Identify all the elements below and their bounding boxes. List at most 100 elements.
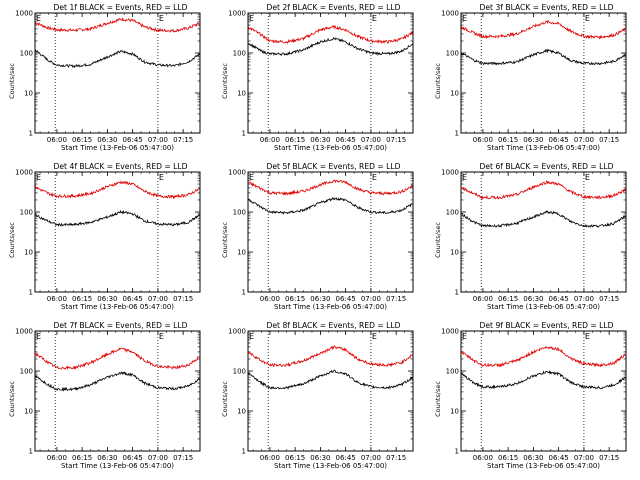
y-axis-label: Counts/sec bbox=[8, 222, 16, 258]
x-tick-label: 06:45 bbox=[549, 454, 569, 462]
x-tick-label: 06:15 bbox=[498, 295, 518, 303]
y-tick-label: 100 bbox=[446, 209, 459, 217]
series-events-line bbox=[248, 36, 413, 57]
y-tick-label: 1 bbox=[242, 289, 246, 297]
y-tick-label: 1 bbox=[29, 130, 33, 138]
series-lld-line bbox=[460, 180, 626, 200]
plot-frame bbox=[247, 330, 414, 452]
x-tick-label: 07:00 bbox=[148, 454, 168, 462]
plot-frame bbox=[34, 330, 201, 452]
x-tick-label: 07:15 bbox=[599, 136, 619, 144]
chart-title: Det 3f BLACK = Events, RED = LLD bbox=[480, 3, 614, 12]
y-tick-label: 10 bbox=[450, 408, 459, 416]
y-tick-label: 1000 bbox=[441, 10, 459, 18]
series-lld-line bbox=[34, 180, 200, 200]
x-tick-label: 07:00 bbox=[148, 136, 168, 144]
x-tick-label: 06:30 bbox=[97, 454, 117, 462]
event-marker-label: E bbox=[36, 332, 41, 341]
x-axis-label: Start Time (13-Feb-06 05:47:00) bbox=[274, 144, 387, 152]
x-tick-label: 06:00 bbox=[47, 295, 67, 303]
event-marker-label: E bbox=[372, 14, 377, 23]
x-tick-label: 07:00 bbox=[361, 136, 381, 144]
series-lld-line bbox=[247, 345, 413, 368]
x-tick-label: 06:45 bbox=[336, 295, 356, 303]
series-events-line bbox=[460, 370, 626, 390]
chart-panel: Det 8f BLACK = Events, RED = LLD 1 10 100 10… bbox=[221, 321, 414, 470]
x-tick-label: 06:30 bbox=[523, 136, 543, 144]
y-tick-label: 10 bbox=[237, 408, 246, 416]
chart-panel: Det 9f BLACK = Events, RED = LLD 1 10 100 10… bbox=[434, 321, 627, 470]
y-tick-label: 1000 bbox=[441, 169, 459, 177]
x-tick-label: 07:15 bbox=[386, 454, 406, 462]
series-events-line bbox=[460, 210, 626, 228]
plot-frame bbox=[247, 12, 414, 134]
chart-title: Det 6f BLACK = Events, RED = LLD bbox=[480, 162, 614, 171]
series-events-line bbox=[247, 369, 413, 390]
series-lld-line bbox=[247, 179, 413, 196]
x-tick-label: 06:45 bbox=[123, 136, 143, 144]
x-tick-label: 07:15 bbox=[173, 136, 193, 144]
x-tick-label: 06:30 bbox=[523, 295, 543, 303]
x-tick-label: 06:00 bbox=[473, 454, 493, 462]
event-marker-label: E bbox=[462, 14, 467, 23]
y-tick-label: 1000 bbox=[15, 328, 33, 336]
x-axis-label: Start Time (13-Feb-06 05:47:00) bbox=[487, 144, 600, 152]
event-marker-label: E bbox=[372, 173, 377, 182]
event-marker-label: E bbox=[159, 332, 164, 341]
y-tick-label: 10 bbox=[237, 249, 246, 257]
x-axis-label: Start Time (13-Feb-06 05:47:00) bbox=[61, 144, 174, 152]
series-events-line bbox=[34, 49, 200, 69]
series-lld-line bbox=[35, 16, 200, 33]
x-tick-label: 07:00 bbox=[361, 454, 381, 462]
chart-title: Det 7f BLACK = Events, RED = LLD bbox=[54, 321, 188, 330]
y-tick-label: 1 bbox=[455, 130, 459, 138]
x-tick-label: 06:00 bbox=[47, 454, 67, 462]
x-tick-label: 06:30 bbox=[523, 454, 543, 462]
x-tick-label: 06:15 bbox=[285, 136, 305, 144]
x-tick-label: 06:00 bbox=[260, 136, 280, 144]
x-tick-label: 07:15 bbox=[173, 295, 193, 303]
y-axis-label: Counts/sec bbox=[434, 222, 442, 258]
chart-panel: Det 5f BLACK = Events, RED = LLD 1 10 100 10… bbox=[221, 162, 414, 311]
y-axis-label: Counts/sec bbox=[8, 381, 16, 417]
chart-title: Det 1f BLACK = Events, RED = LLD bbox=[54, 3, 188, 12]
x-tick-label: 07:00 bbox=[574, 454, 594, 462]
x-tick-label: 06:45 bbox=[336, 454, 356, 462]
y-tick-label: 100 bbox=[446, 50, 459, 58]
x-tick-label: 06:45 bbox=[549, 295, 569, 303]
y-tick-label: 100 bbox=[20, 50, 33, 58]
y-tick-label: 100 bbox=[20, 368, 33, 376]
event-marker-label: E bbox=[249, 173, 254, 182]
x-tick-label: 07:15 bbox=[386, 295, 406, 303]
x-tick-label: 06:00 bbox=[260, 454, 280, 462]
event-marker-label: E bbox=[462, 332, 467, 341]
y-tick-label: 10 bbox=[24, 408, 33, 416]
y-tick-label: 10 bbox=[24, 90, 33, 98]
y-tick-label: 1000 bbox=[15, 169, 33, 177]
x-tick-label: 06:30 bbox=[97, 136, 117, 144]
y-axis-label: Counts/sec bbox=[221, 222, 229, 258]
plot-frame bbox=[247, 171, 414, 293]
series-events-line bbox=[34, 209, 200, 227]
event-marker-label: E bbox=[159, 173, 164, 182]
y-axis-label: Counts/sec bbox=[8, 63, 16, 99]
series-lld-line bbox=[247, 24, 413, 44]
y-tick-label: 100 bbox=[446, 368, 459, 376]
x-tick-label: 06:30 bbox=[310, 136, 330, 144]
y-tick-label: 1 bbox=[29, 289, 33, 297]
y-axis-label: Counts/sec bbox=[434, 381, 442, 417]
event-marker-label: E bbox=[36, 14, 41, 23]
x-tick-label: 06:15 bbox=[498, 136, 518, 144]
x-axis-label: Start Time (13-Feb-06 05:47:00) bbox=[487, 303, 600, 311]
plot-frame bbox=[34, 171, 201, 293]
x-tick-label: 07:15 bbox=[599, 454, 619, 462]
chart-panel: Det 3f BLACK = Events, RED = LLD 1 10 100 10… bbox=[434, 3, 627, 152]
plot-frame bbox=[460, 330, 627, 452]
chart-title: Det 5f BLACK = Events, RED = LLD bbox=[267, 162, 401, 171]
x-tick-label: 06:15 bbox=[72, 454, 92, 462]
x-tick-label: 07:15 bbox=[386, 136, 406, 144]
series-lld-line bbox=[34, 347, 200, 371]
x-axis-label: Start Time (13-Feb-06 05:47:00) bbox=[274, 462, 387, 470]
chart-panel: Det 6f BLACK = Events, RED = LLD 1 10 100 10… bbox=[434, 162, 627, 311]
